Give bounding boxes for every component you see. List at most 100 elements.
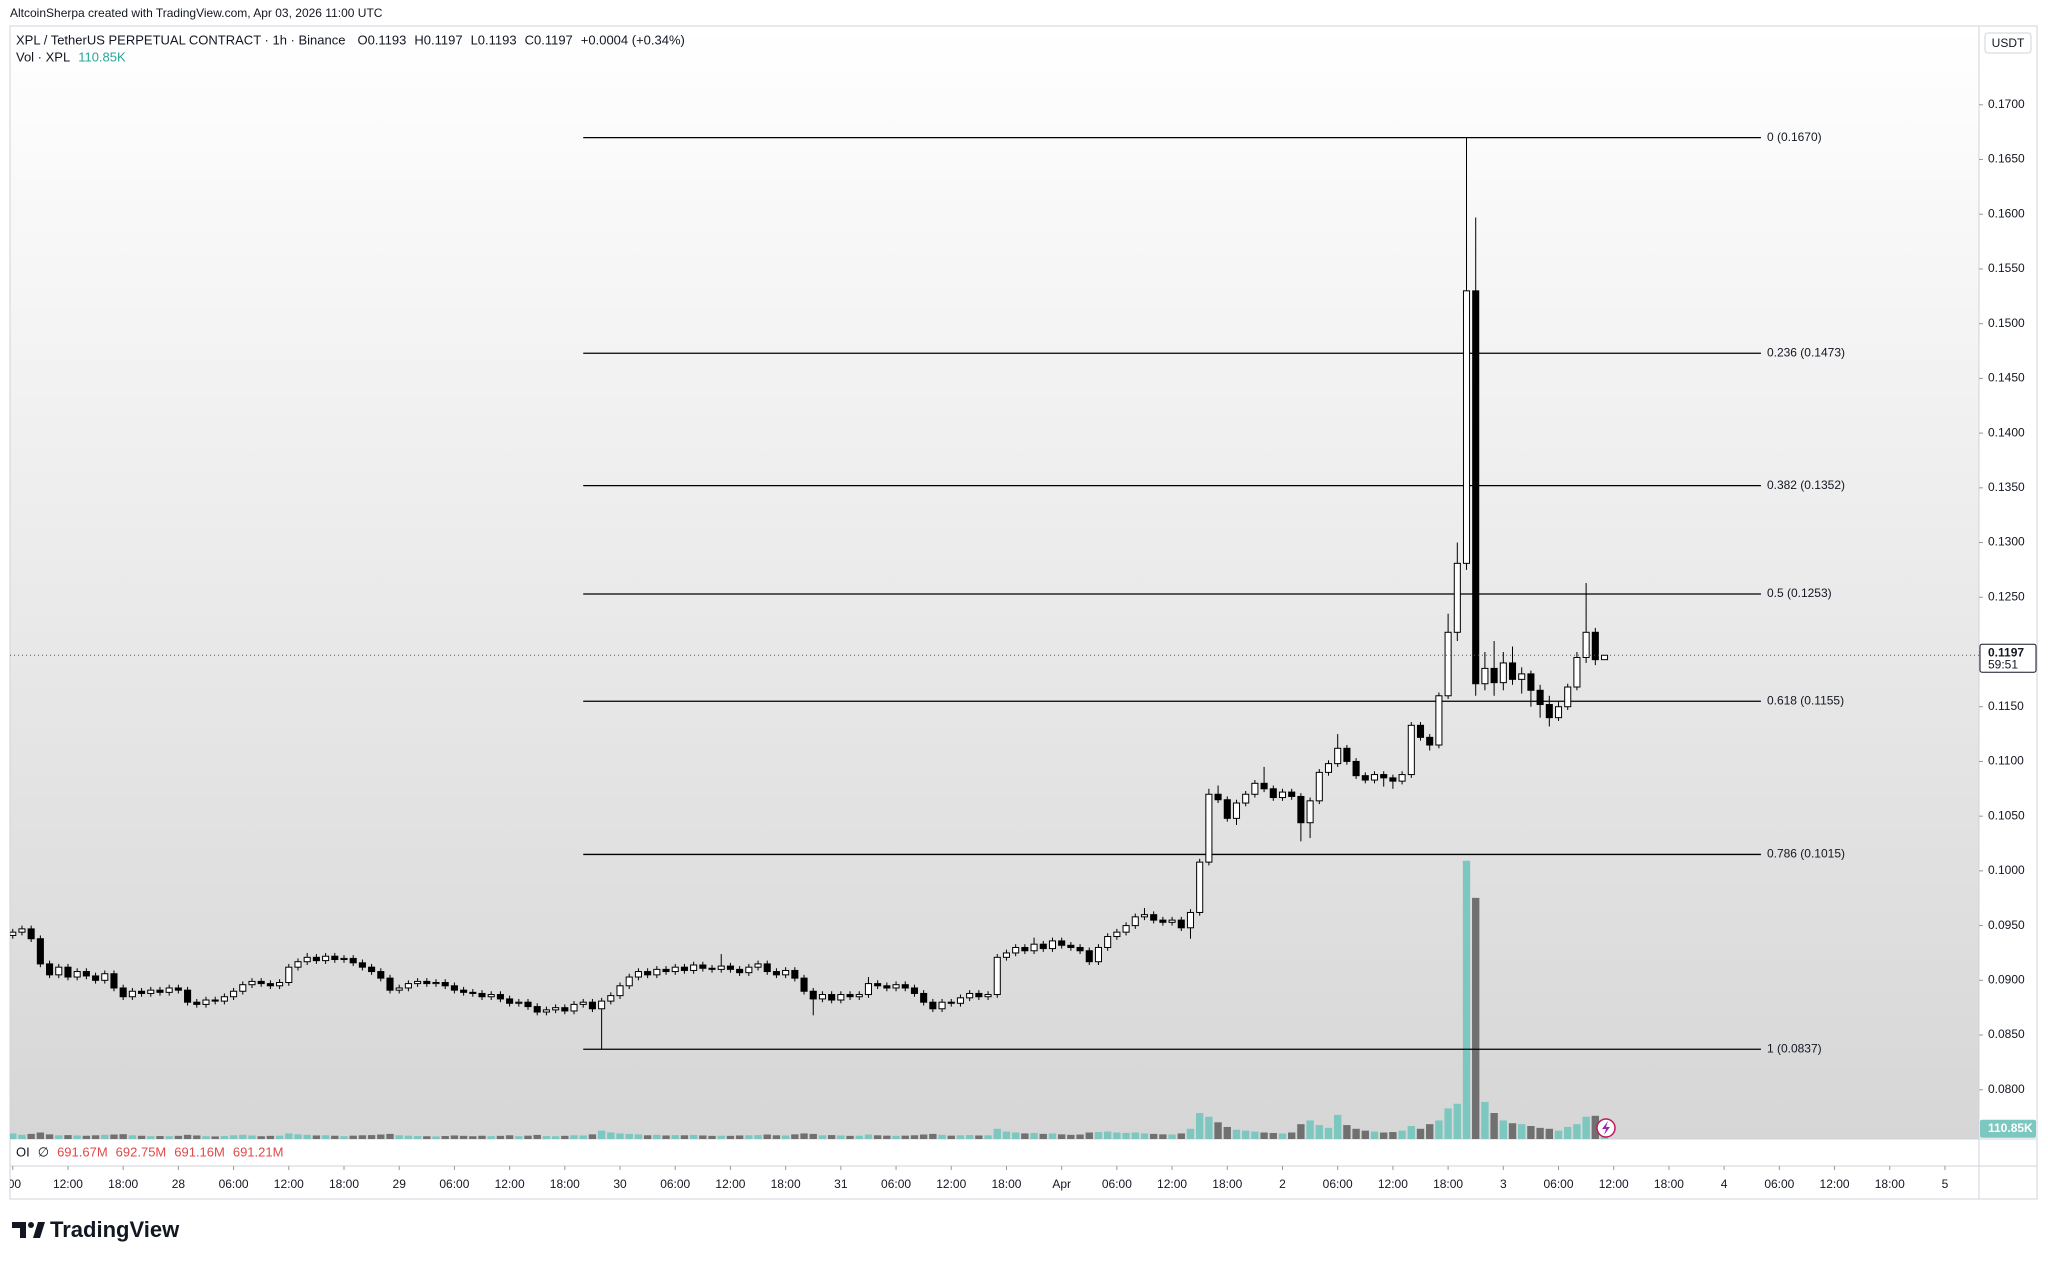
candle-body (340, 957, 348, 961)
volume-bar (119, 1134, 127, 1139)
brand[interactable]: TradingView (50, 1217, 180, 1242)
volume-bar (993, 1128, 1001, 1139)
candle-body (1490, 667, 1498, 684)
candle-body (358, 962, 366, 968)
candle-body (64, 966, 72, 978)
candle-body (901, 984, 909, 989)
candle-body (414, 980, 422, 985)
candle-body (745, 966, 753, 974)
x-tick-label: 28 (172, 1177, 186, 1191)
last-price-badge (1979, 643, 2037, 673)
currency-box[interactable] (1984, 32, 2032, 54)
volume-bar (699, 1135, 707, 1139)
x-tick-label: 29 (393, 1177, 407, 1191)
candle-layer (10, 137, 1979, 1050)
y-tick-label: 0.1700 (1988, 97, 2025, 111)
candle-body (386, 977, 394, 991)
candle-body (1545, 704, 1553, 719)
volume-bar (1380, 1132, 1388, 1139)
volume-bar (294, 1134, 302, 1139)
x-tick-label: 12:00 (1820, 1177, 1850, 1191)
candle-body (1527, 673, 1535, 691)
candle-body (377, 971, 385, 979)
candle-body (496, 994, 504, 1000)
candle-body (800, 977, 808, 992)
candle-body (487, 994, 495, 998)
volume-bar (1002, 1131, 1011, 1139)
candle-body (929, 1001, 937, 1010)
volume-bar (331, 1135, 339, 1139)
volume-bar (1324, 1127, 1333, 1139)
candle-body (156, 989, 164, 993)
x-tick-label: 12:00 (1157, 1177, 1187, 1191)
volume-badge-label: 110.85K (1988, 1121, 2033, 1135)
candle-body (993, 956, 1001, 996)
candle-body (1453, 562, 1461, 633)
candle-body (671, 966, 679, 973)
fib-label: 1 (0.0837) (1767, 1041, 1822, 1055)
x-tick-label: 06:00 (439, 1177, 469, 1191)
candle-body (1600, 654, 1609, 661)
y-tick-label: 0.1250 (1988, 589, 2025, 603)
volume-bar (883, 1135, 891, 1139)
candle-body (864, 983, 872, 996)
fib-label: 0.618 (0.1155) (1767, 693, 1844, 707)
volume-bar (193, 1135, 201, 1139)
candle-body (1048, 940, 1057, 950)
volume-bar (1518, 1124, 1526, 1139)
candle-body (1269, 788, 1277, 799)
y-tick-label: 0.0800 (1988, 1082, 2025, 1096)
volume-bar (386, 1133, 394, 1139)
volume-bar (73, 1135, 81, 1139)
candle-body (607, 995, 615, 1002)
candle-body (1444, 631, 1452, 697)
volume-bar (1554, 1130, 1563, 1139)
volume-bar (956, 1135, 965, 1139)
volume-bar (1499, 1120, 1507, 1139)
candle-body (46, 963, 54, 976)
volume-bar (423, 1136, 431, 1139)
volume-bar (1416, 1128, 1425, 1139)
ohlc-value: 0.1193 (368, 32, 407, 47)
tradingview-logo[interactable] (12, 1222, 45, 1238)
x-tick-label: Apr (1052, 1177, 1071, 1191)
candle-body (478, 992, 486, 998)
volume-bar (680, 1135, 689, 1139)
candle-body (331, 955, 339, 961)
volume-bar (432, 1136, 440, 1139)
x-tick-label: 18:00 (108, 1177, 138, 1191)
volume-bar (735, 1135, 744, 1139)
volume-bar (1011, 1132, 1020, 1139)
candle-body (257, 980, 265, 985)
x-tick-label: 12:00 (495, 1177, 525, 1191)
y-tick-label: 0.1300 (1988, 535, 2025, 549)
candle-body (570, 1003, 578, 1012)
candle-body (1085, 950, 1093, 963)
volume-bar (441, 1136, 449, 1139)
alert-icon[interactable] (1596, 1118, 1616, 1138)
candle-body (1426, 736, 1434, 746)
candle-body (717, 965, 725, 970)
ohlc-label: H (414, 32, 423, 47)
oi-name: OI (16, 1144, 30, 1159)
volume-bar (892, 1135, 900, 1139)
candle-body (239, 984, 247, 992)
volume-bar (27, 1133, 35, 1139)
candle-body (36, 938, 44, 965)
volume-bar (1076, 1134, 1084, 1139)
candle-body (625, 976, 633, 987)
candle-body (1067, 944, 1075, 948)
volume-bar (1398, 1130, 1406, 1139)
candle-body (956, 997, 964, 1004)
volume-bar (1205, 1116, 1213, 1139)
oi-pane (10, 1139, 1979, 1166)
currency[interactable]: USDT (1992, 36, 2025, 50)
volume-bar (1067, 1134, 1075, 1139)
volume-bar (1168, 1134, 1176, 1139)
x-tick-label: 06:00 (1102, 1177, 1132, 1191)
candle-body (322, 955, 330, 962)
logo-dot (28, 1222, 34, 1228)
volume-bar (708, 1135, 716, 1139)
volume-bar (220, 1136, 229, 1139)
